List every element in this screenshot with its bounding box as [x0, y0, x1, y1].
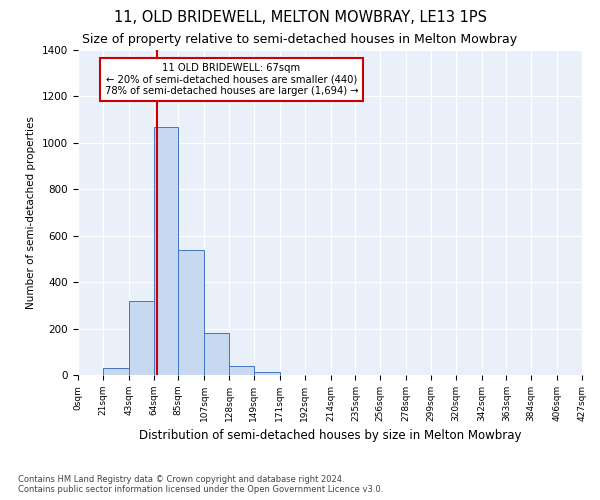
Y-axis label: Number of semi-detached properties: Number of semi-detached properties	[26, 116, 37, 309]
Bar	[204, 333, 229, 375]
Text: Contains public sector information licensed under the Open Government Licence v3: Contains public sector information licen…	[18, 485, 383, 494]
Bar	[154, 126, 178, 375]
X-axis label: Distribution of semi-detached houses by size in Melton Mowbray: Distribution of semi-detached houses by …	[139, 430, 521, 442]
Bar	[129, 300, 154, 375]
Text: Contains HM Land Registry data © Crown copyright and database right 2024.: Contains HM Land Registry data © Crown c…	[18, 475, 344, 484]
Text: 11 OLD BRIDEWELL: 67sqm
← 20% of semi-detached houses are smaller (440)
78% of s: 11 OLD BRIDEWELL: 67sqm ← 20% of semi-de…	[104, 63, 358, 96]
Bar	[178, 250, 204, 375]
Text: 11, OLD BRIDEWELL, MELTON MOWBRAY, LE13 1PS: 11, OLD BRIDEWELL, MELTON MOWBRAY, LE13 …	[113, 10, 487, 25]
Bar	[103, 368, 129, 375]
Bar	[254, 372, 280, 375]
Text: Size of property relative to semi-detached houses in Melton Mowbray: Size of property relative to semi-detach…	[82, 32, 518, 46]
Bar	[229, 366, 254, 375]
